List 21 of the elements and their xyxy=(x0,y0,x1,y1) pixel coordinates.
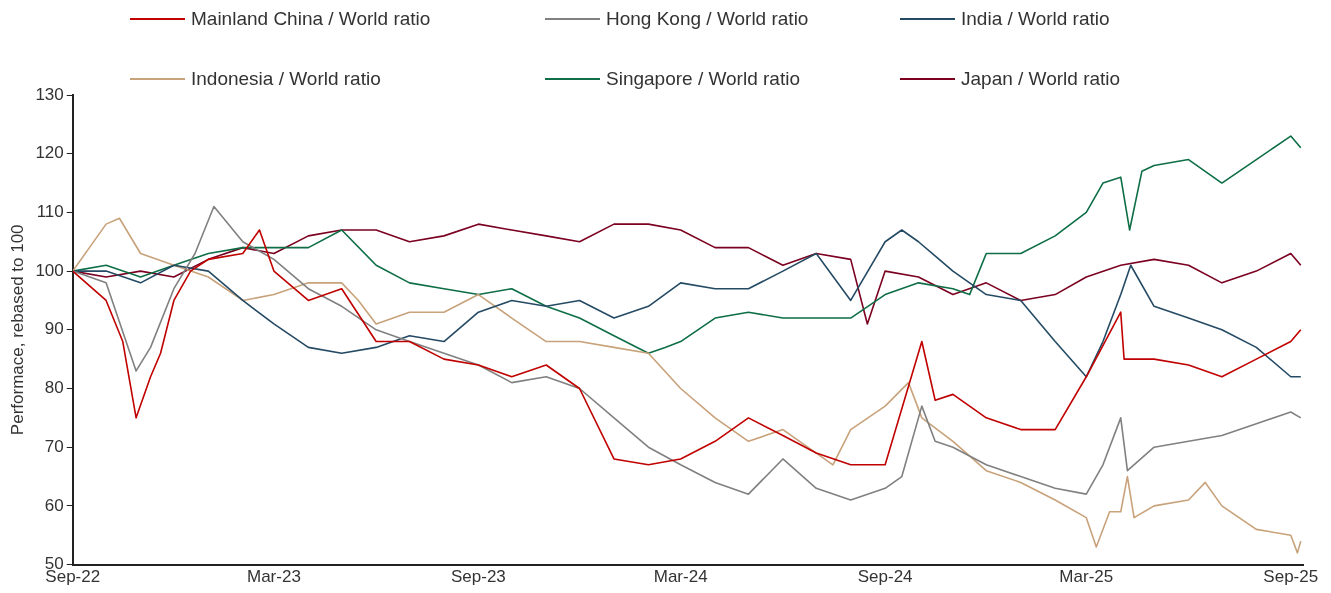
legend-label: Indonesia / World ratio xyxy=(191,68,381,90)
y-tick-label: 80 xyxy=(44,378,64,398)
legend-label: Hong Kong / World ratio xyxy=(606,8,809,30)
y-tick-label: 100 xyxy=(35,260,64,280)
x-tick-label: Sep-25 xyxy=(1263,567,1319,587)
y-tick-label: 120 xyxy=(35,143,64,163)
x-tick-label: Mar-23 xyxy=(246,567,301,587)
x-tick-label: Sep-23 xyxy=(450,567,506,587)
y-tick-label: 110 xyxy=(36,202,64,222)
y-tick-label: 60 xyxy=(44,495,64,515)
x-tick-label: Sep-24 xyxy=(857,567,913,587)
x-tick-label: Mar-25 xyxy=(1059,567,1114,587)
y-tick-label: 70 xyxy=(44,436,64,456)
y-tick-label: 130 xyxy=(35,84,64,104)
y-tick-label: 90 xyxy=(44,319,64,339)
legend-label: Singapore / World ratio xyxy=(606,68,800,90)
legend-label: Mainland China / World ratio xyxy=(191,8,431,30)
legend-label: Japan / World ratio xyxy=(961,68,1121,90)
legend-label: India / World ratio xyxy=(961,8,1110,30)
x-tick-label: Mar-24 xyxy=(653,567,708,587)
y-axis-title: Performace, rebased to 100 xyxy=(7,224,27,436)
